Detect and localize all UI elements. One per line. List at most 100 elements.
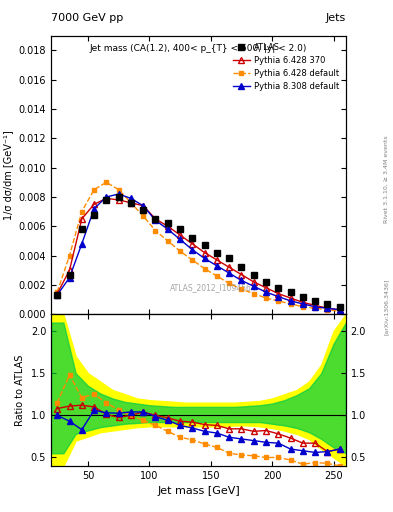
Pythia 6.428 370 (215, 257, 219, 263)
ATLAS (239, 264, 244, 270)
Pythia 6.428 370 (116, 197, 121, 203)
Pythia 6.428 370 (153, 216, 158, 222)
Pythia 6.428 370 (325, 305, 330, 311)
ATLAS (301, 293, 305, 300)
Pythia 6.428 default (337, 308, 342, 314)
ATLAS (178, 226, 182, 232)
Pythia 8.308 default (276, 293, 281, 300)
Pythia 8.308 default (252, 283, 256, 289)
Pythia 6.428 370 (104, 196, 109, 202)
Pythia 6.428 370 (202, 249, 207, 255)
Text: 7000 GeV pp: 7000 GeV pp (51, 13, 123, 23)
Legend: ATLAS, Pythia 6.428 370, Pythia 6.428 default, Pythia 8.308 default: ATLAS, Pythia 6.428 370, Pythia 6.428 de… (231, 40, 342, 94)
Text: Jets: Jets (325, 13, 346, 23)
ATLAS (153, 216, 158, 222)
ATLAS (116, 194, 121, 200)
ATLAS (227, 255, 231, 262)
Line: ATLAS: ATLAS (55, 194, 342, 310)
ATLAS (190, 235, 195, 241)
Pythia 6.428 default (190, 257, 195, 263)
Pythia 6.428 370 (252, 279, 256, 285)
Pythia 8.308 default (153, 217, 158, 223)
Pythia 6.428 default (313, 305, 318, 311)
Pythia 6.428 default (227, 280, 231, 286)
ATLAS (129, 200, 133, 206)
Pythia 6.428 default (178, 248, 182, 254)
Pythia 6.428 370 (79, 216, 84, 222)
Pythia 8.308 default (337, 307, 342, 313)
Pythia 6.428 370 (141, 203, 145, 209)
ATLAS (67, 271, 72, 278)
Y-axis label: Ratio to ATLAS: Ratio to ATLAS (15, 354, 25, 425)
ATLAS (313, 298, 318, 304)
Pythia 6.428 370 (178, 232, 182, 238)
Pythia 8.308 default (239, 278, 244, 284)
Pythia 8.308 default (288, 298, 293, 304)
ATLAS (337, 304, 342, 310)
Pythia 6.428 default (79, 208, 84, 215)
Pythia 8.308 default (92, 206, 96, 212)
Pythia 8.308 default (313, 304, 318, 310)
Pythia 6.428 370 (288, 295, 293, 301)
Pythia 6.428 370 (337, 307, 342, 313)
Pythia 6.428 default (288, 301, 293, 307)
Pythia 8.308 default (165, 226, 170, 232)
Pythia 8.308 default (55, 292, 60, 298)
Pythia 6.428 default (301, 304, 305, 310)
Text: Jet mass (CA(1.2), 400< p_{T} < 500, |y| < 2.0): Jet mass (CA(1.2), 400< p_{T} < 500, |y|… (90, 44, 307, 53)
Pythia 8.308 default (79, 241, 84, 247)
Pythia 8.308 default (178, 237, 182, 243)
Pythia 6.428 default (92, 186, 96, 193)
Pythia 6.428 default (264, 295, 268, 301)
ATLAS (79, 226, 84, 232)
ATLAS (252, 271, 256, 278)
ATLAS (104, 197, 109, 203)
ATLAS (55, 292, 60, 298)
Pythia 6.428 default (276, 298, 281, 304)
Pythia 8.308 default (325, 305, 330, 311)
Pythia 6.428 default (215, 273, 219, 279)
ATLAS (264, 279, 268, 285)
ATLAS (92, 211, 96, 218)
Pythia 8.308 default (129, 196, 133, 202)
ATLAS (325, 301, 330, 307)
Pythia 6.428 default (67, 252, 72, 259)
Text: ATLAS_2012_I1094564: ATLAS_2012_I1094564 (170, 283, 257, 292)
Line: Pythia 8.308 default: Pythia 8.308 default (55, 191, 342, 312)
Pythia 6.428 370 (165, 223, 170, 229)
Pythia 6.428 default (165, 238, 170, 244)
Pythia 6.428 default (129, 200, 133, 206)
Pythia 6.428 default (252, 290, 256, 296)
Pythia 8.308 default (67, 274, 72, 281)
Pythia 6.428 370 (276, 290, 281, 296)
Pythia 6.428 370 (301, 300, 305, 306)
ATLAS (165, 220, 170, 226)
Pythia 6.428 default (141, 213, 145, 219)
Text: Rivet 3.1.10, ≥ 3.4M events: Rivet 3.1.10, ≥ 3.4M events (384, 135, 389, 223)
Pythia 6.428 default (116, 186, 121, 193)
Pythia 6.428 370 (92, 201, 96, 207)
Pythia 6.428 370 (264, 285, 268, 291)
ATLAS (276, 285, 281, 291)
Pythia 8.308 default (301, 301, 305, 307)
Pythia 6.428 default (239, 286, 244, 292)
ATLAS (215, 249, 219, 255)
Pythia 8.308 default (264, 289, 268, 295)
ATLAS (202, 242, 207, 248)
Pythia 6.428 370 (129, 200, 133, 206)
Pythia 6.428 default (104, 179, 109, 185)
Pythia 8.308 default (190, 247, 195, 253)
Pythia 6.428 370 (190, 241, 195, 247)
ATLAS (288, 289, 293, 295)
Pythia 6.428 370 (239, 271, 244, 278)
Pythia 8.308 default (104, 194, 109, 200)
Pythia 8.308 default (141, 203, 145, 209)
Pythia 6.428 default (153, 227, 158, 233)
Pythia 6.428 370 (55, 290, 60, 296)
ATLAS (141, 207, 145, 213)
Pythia 6.428 default (325, 307, 330, 313)
Y-axis label: 1/σ dσ/dm [GeV⁻¹]: 1/σ dσ/dm [GeV⁻¹] (3, 130, 13, 220)
Pythia 6.428 default (55, 289, 60, 295)
Pythia 6.428 370 (313, 302, 318, 308)
Pythia 8.308 default (215, 263, 219, 269)
